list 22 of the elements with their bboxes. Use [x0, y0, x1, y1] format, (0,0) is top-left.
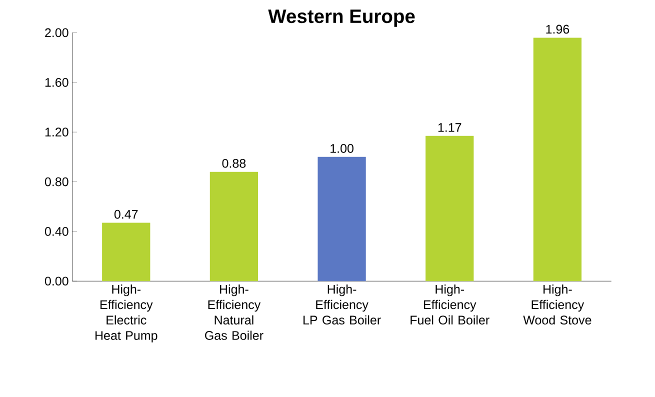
x-tick-label: High-Efficiency LP Gas Boiler — [304, 284, 381, 325]
x-tick-label: High-Efficiency Electric Heat Pump — [96, 284, 158, 343]
bar — [426, 136, 474, 282]
bar — [102, 222, 150, 282]
y-tick-label: 1.60 — [45, 78, 68, 88]
data-label: 1.96 — [546, 24, 570, 34]
bar — [533, 38, 582, 282]
y-tick-label: 1.20 — [45, 128, 68, 137]
x-tick-label: High-Efficiency Wood Stove — [523, 284, 592, 325]
y-tick-label: 2.00 — [45, 28, 68, 38]
x-tick-label: High-Efficiency Fuel Oil Boiler — [410, 284, 490, 325]
y-tick-label: 0.40 — [44, 227, 68, 236]
data-label: 1.17 — [438, 123, 462, 132]
bar — [210, 172, 258, 282]
data-label: 1.00 — [330, 144, 354, 154]
data-label: 0.88 — [222, 159, 246, 168]
y-tick-label: 0.00 — [44, 276, 68, 286]
y-tick-label: 0.80 — [44, 178, 68, 186]
x-tick-label: High-Efficiency Natural Gas Boiler — [205, 284, 264, 340]
chart-title: Western Europe — [268, 10, 415, 28]
bar — [318, 157, 366, 282]
data-label: 0.47 — [114, 210, 138, 219]
